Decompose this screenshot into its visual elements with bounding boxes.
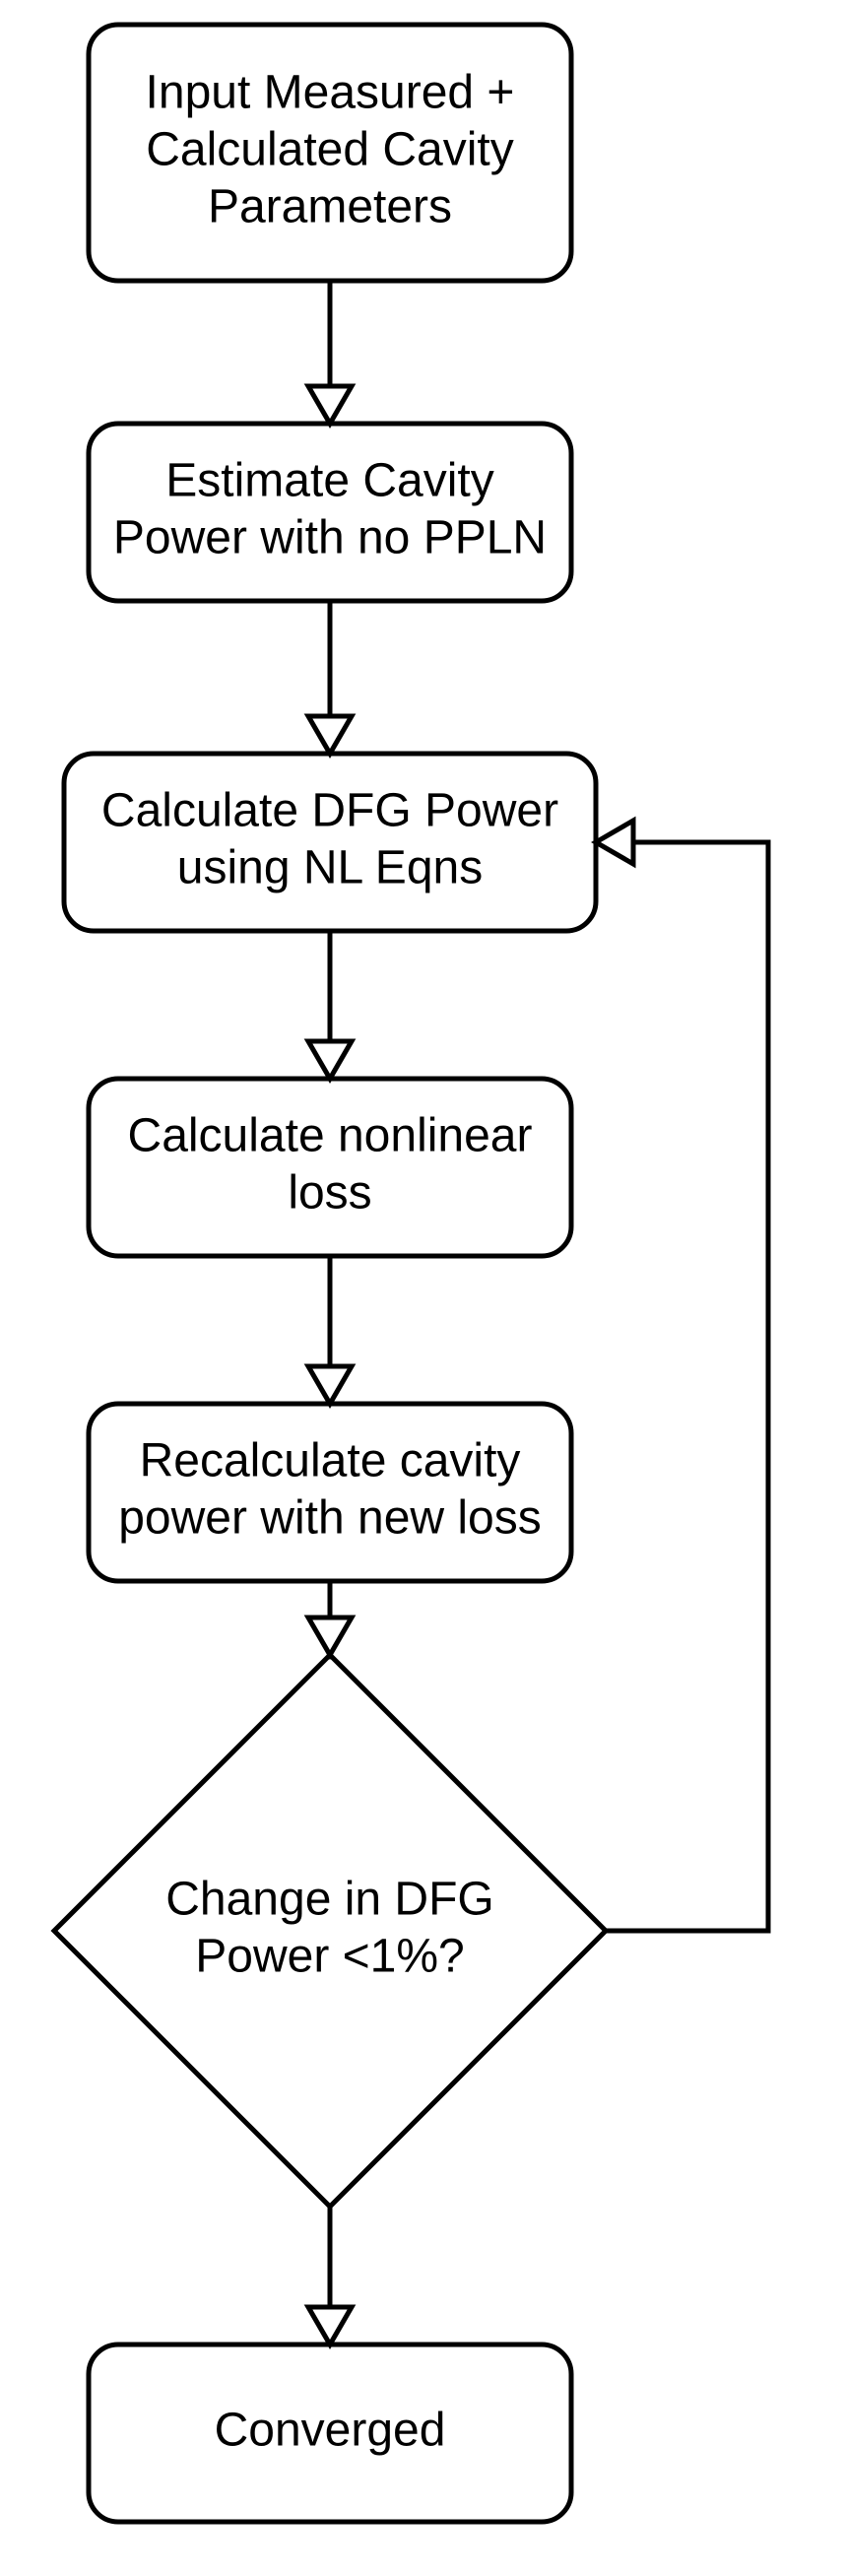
edge-n5-n6 bbox=[308, 1581, 352, 1655]
node-n5: Recalculate cavitypower with new loss bbox=[89, 1404, 571, 1581]
node-label: Converged bbox=[215, 2405, 446, 2457]
edge-n6-n7 bbox=[308, 2207, 352, 2345]
node-label: Recalculate cavity bbox=[140, 1435, 521, 1487]
arrowhead-icon bbox=[596, 821, 633, 864]
arrowhead-icon bbox=[308, 716, 352, 754]
edge-n1-n2 bbox=[308, 281, 352, 424]
node-label: Power <1%? bbox=[195, 1931, 465, 1983]
node-n7: Converged bbox=[89, 2345, 571, 2522]
node-n3: Calculate DFG Powerusing NL Eqns bbox=[64, 754, 596, 931]
node-label: power with new loss bbox=[118, 1492, 542, 1545]
node-n4: Calculate nonlinearloss bbox=[89, 1079, 571, 1256]
flowchart-canvas: Input Measured +Calculated CavityParamet… bbox=[0, 0, 846, 2576]
node-label: Calculate nonlinear bbox=[128, 1110, 533, 1162]
node-label: Estimate Cavity bbox=[165, 455, 493, 507]
node-label: Change in DFG bbox=[165, 1874, 494, 1926]
edge-n3-n4 bbox=[308, 931, 352, 1079]
arrowhead-icon bbox=[308, 2307, 352, 2345]
node-label: Input Measured + bbox=[146, 67, 515, 119]
arrowhead-icon bbox=[308, 1618, 352, 1655]
node-n1: Input Measured +Calculated CavityParamet… bbox=[89, 25, 571, 281]
edge-n6-n3 bbox=[596, 821, 768, 1931]
node-n6: Change in DFGPower <1%? bbox=[54, 1655, 606, 2207]
arrowhead-icon bbox=[308, 1041, 352, 1079]
node-label: using NL Eqns bbox=[177, 842, 483, 894]
node-label: Calculate DFG Power bbox=[101, 785, 558, 837]
node-label: Power with no PPLN bbox=[113, 512, 547, 564]
node-label: loss bbox=[288, 1167, 371, 1220]
edge-n2-n3 bbox=[308, 601, 352, 754]
edge-n4-n5 bbox=[308, 1256, 352, 1404]
node-label: Calculated Cavity bbox=[146, 124, 514, 176]
node-label: Parameters bbox=[208, 181, 452, 233]
arrowhead-icon bbox=[308, 1366, 352, 1404]
arrowhead-icon bbox=[308, 386, 352, 424]
node-n2: Estimate CavityPower with no PPLN bbox=[89, 424, 571, 601]
